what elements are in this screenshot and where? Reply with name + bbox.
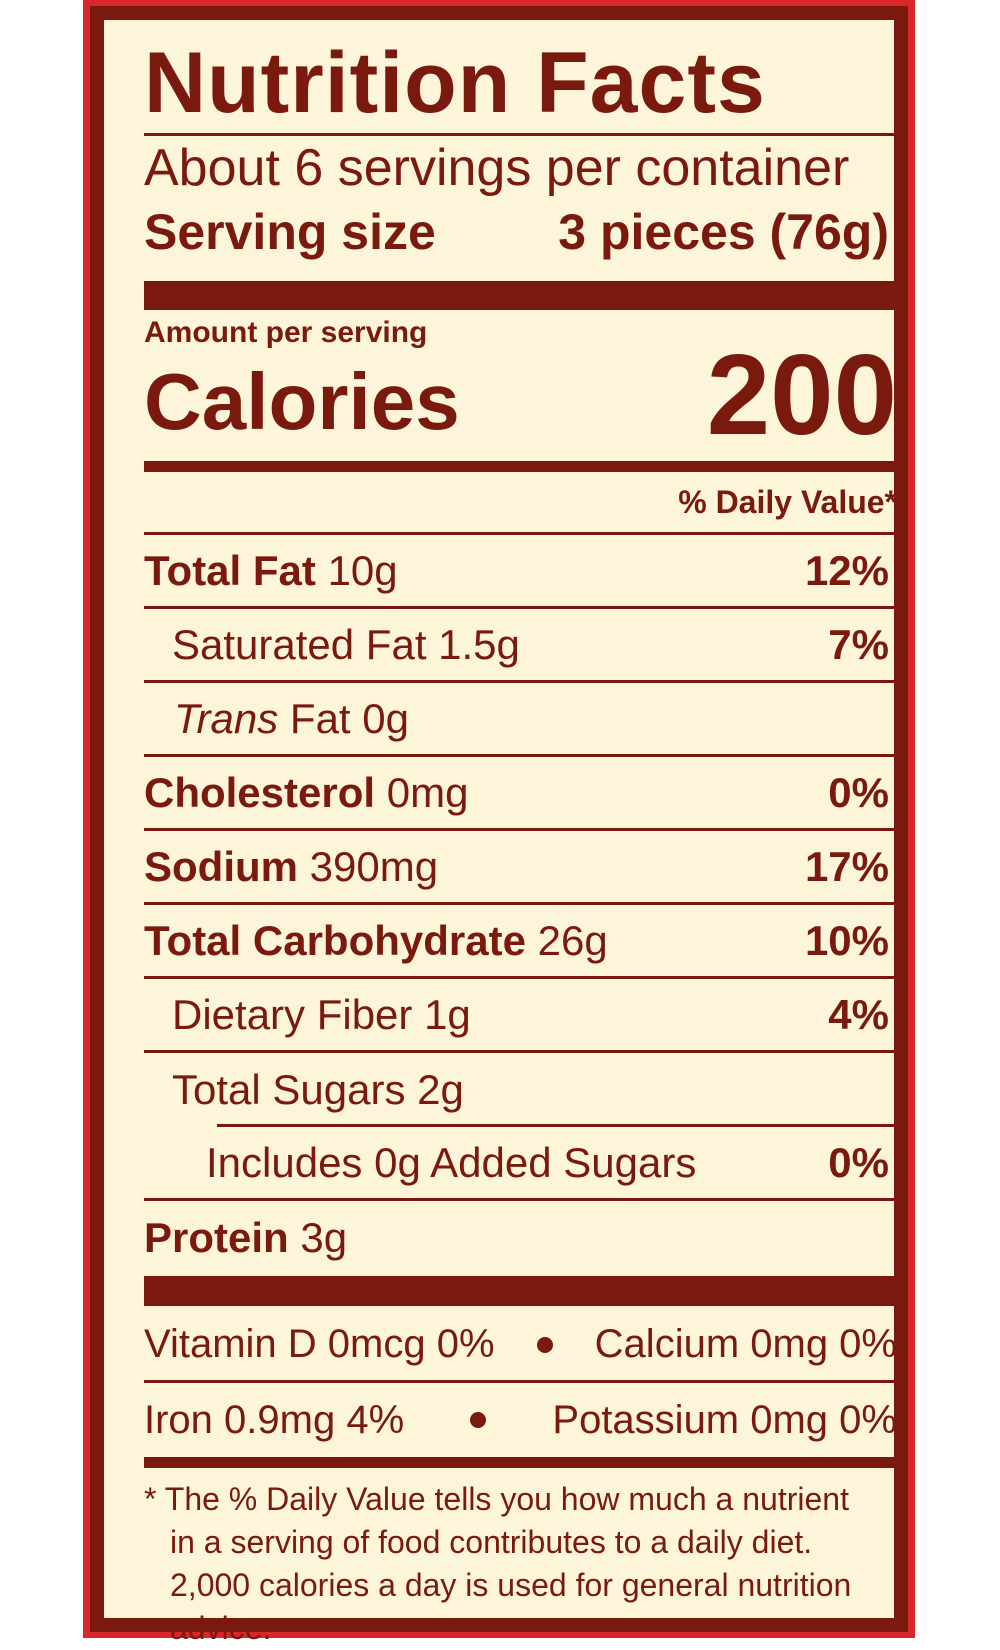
serving-size-value: 3 pieces (76g) (558, 204, 889, 260)
nutrient-name-amount: Cholesterol 0mg (144, 769, 468, 817)
title: Nutrition Facts (144, 35, 766, 131)
amount-per-serving: Amount per serving (144, 316, 428, 349)
nutrient-amount: 0mg (386, 768, 469, 816)
nutrient-amount: 10g (327, 546, 398, 594)
daily-value: 0% (828, 768, 889, 816)
nutrient-name-amount: Sodium 390mg (144, 843, 438, 891)
nutrient-amount: 1.5g (438, 620, 520, 668)
nutrient-list: Total Fat 10g 12% Saturated Fat 1.5g 7% Tran… (144, 535, 897, 1275)
vitamin: Potassium 0mg 0% (552, 1397, 897, 1442)
nutrient-amount: 0g (362, 694, 409, 742)
bullet (536, 1336, 553, 1353)
nutrient-row: Saturated Fat 1.5g 7% (144, 609, 897, 683)
calories-value: 200 (706, 332, 897, 459)
nutrient-name-amount: Total Sugars 2g (144, 1066, 464, 1114)
medium-rule (144, 461, 897, 472)
thick-rule (144, 1276, 897, 1306)
serving-size-label: Serving size (144, 204, 436, 260)
nutrient-row: Total Fat 10g 12% (144, 535, 897, 609)
nutrient-amount: 26g (537, 916, 608, 964)
nutrient-name: Total Carbohydrate (144, 916, 526, 964)
nutrient-name: Saturated Fat (172, 620, 427, 668)
nutrient-name: Total Fat (144, 546, 316, 594)
nutrient-name: Cholesterol (144, 768, 376, 816)
nutrient-name-amount: Saturated Fat 1.5g (144, 621, 520, 669)
daily-value: 10% (804, 916, 889, 964)
rule (144, 133, 897, 136)
nutrient-row: Cholesterol 0mg 0% (144, 757, 897, 831)
nutrient-name-amount: Includes 0g Added Sugars (144, 1139, 696, 1187)
nutrient-row: Includes 0g Added Sugars 0% (144, 1127, 897, 1201)
vitamin-row: Vitamin D 0mcg 0% Calcium 0mg 0% (144, 1309, 897, 1383)
rule (144, 532, 897, 535)
nutrient-name-amount: Total Fat 10g (144, 547, 398, 595)
daily-value: 4% (828, 990, 889, 1038)
daily-value: 17% (804, 842, 889, 890)
bullet (470, 1412, 487, 1428)
nutrient-name: Protein (144, 1214, 289, 1261)
nutrient-row: Sodium 390mg 17% (144, 831, 897, 905)
vitamin-row: Iron 0.9mg 4% Potassium 0mg 0% (144, 1383, 897, 1457)
nutrient-row: Protein 3g (144, 1201, 897, 1275)
calories-label: Calories (144, 357, 460, 446)
label-border: Nutrition Facts About 6 servings per con… (90, 6, 908, 1646)
nutrient-amount: 390mg (309, 842, 439, 890)
daily-value: 12% (804, 546, 889, 594)
nutrient-row: Trans Fat 0g (144, 683, 897, 757)
nutrient-name-italic: Trans (174, 694, 279, 742)
nutrient-name: Fat (289, 694, 351, 742)
vitamin: Calcium 0mg 0% (594, 1322, 897, 1366)
nutrient-amount: 3g (300, 1214, 348, 1261)
nutrient-name: Sodium (144, 842, 298, 890)
nutrient-name-amount: Trans Fat 0g (144, 695, 409, 743)
nutrient-name: Includes 0g Added Sugars (206, 1138, 697, 1186)
nutrient-row: Total Sugars 2g (144, 1053, 897, 1127)
nutrient-row: Total Carbohydrate 26g 10% (144, 905, 897, 979)
nutrient-amount: 2g (417, 1066, 464, 1113)
daily-value-header: % Daily Value* (678, 484, 897, 520)
nutrient-name: Dietary Fiber (172, 990, 413, 1038)
thick-rule (144, 281, 897, 310)
medium-rule (144, 1457, 897, 1468)
vitamins: Vitamin D 0mcg 0% Calcium 0mg 0% Iron 0.9… (144, 1309, 897, 1457)
serving-size: Serving size 3 pieces (76g) (144, 203, 897, 261)
vitamin: Vitamin D 0mcg 0% (144, 1322, 495, 1366)
nutrient-row: Dietary Fiber 1g 4% (144, 979, 897, 1053)
footnote: * The % Daily Value tells you how much a… (144, 1481, 852, 1646)
daily-value: 0% (828, 1138, 889, 1186)
nutrient-name-amount: Protein 3g (144, 1214, 347, 1262)
nutrient-name-amount: Dietary Fiber 1g (144, 991, 471, 1039)
label-panel: Nutrition Facts About 6 servings per con… (104, 20, 897, 1646)
nutrient-amount: 1g (424, 990, 471, 1038)
nutrient-name: Total Sugars (172, 1066, 406, 1113)
nutrient-name-amount: Total Carbohydrate 26g (144, 917, 608, 965)
daily-value: 7% (828, 620, 889, 668)
vitamin: Iron 0.9mg 4% (144, 1397, 405, 1442)
servings: About 6 servings per container (144, 139, 850, 197)
label-frame: Nutrition Facts About 6 servings per con… (83, 0, 915, 1646)
